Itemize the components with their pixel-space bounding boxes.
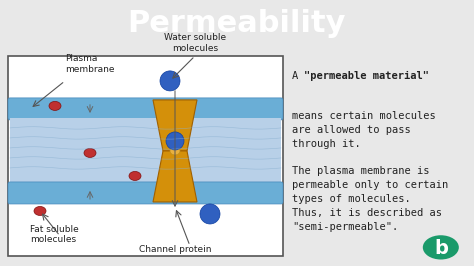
Text: Channel protein: Channel protein [139,245,211,254]
Polygon shape [153,100,197,151]
Circle shape [423,235,459,260]
FancyBboxPatch shape [8,182,283,204]
Ellipse shape [170,147,180,155]
Ellipse shape [49,101,61,110]
Polygon shape [153,151,197,202]
Ellipse shape [129,172,141,180]
Text: A: A [292,71,304,81]
FancyBboxPatch shape [8,56,283,256]
Text: b: b [434,239,448,259]
Text: The plasma membrane is
permeable only to certain
types of molecules.
Thus, it is: The plasma membrane is permeable only to… [292,166,448,232]
Text: Water soluble
molecules: Water soluble molecules [164,34,226,53]
FancyBboxPatch shape [8,98,283,120]
Ellipse shape [34,206,46,215]
Bar [10,118,281,186]
Text: Plasma
membrane: Plasma membrane [65,55,115,74]
Text: "permeable material": "permeable material" [304,71,429,81]
Ellipse shape [84,148,96,157]
Text: means certain molecules
are allowed to pass
through it.: means certain molecules are allowed to p… [292,111,436,149]
Circle shape [166,132,184,150]
Text: Fat soluble
molecules: Fat soluble molecules [30,225,79,244]
Text: Permeability: Permeability [128,9,346,39]
Circle shape [160,71,180,91]
Circle shape [200,204,220,224]
